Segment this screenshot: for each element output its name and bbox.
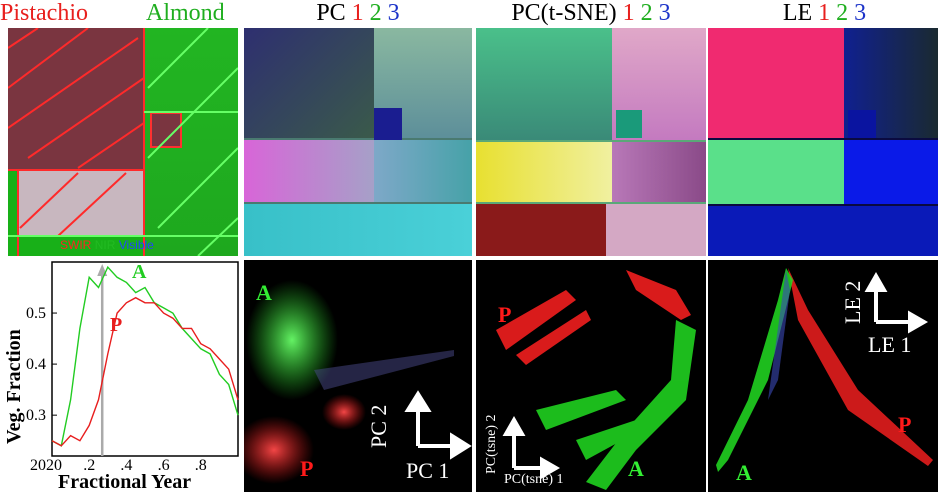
x-tick-label: 2020 (30, 457, 62, 474)
cluster-pistachio-tsne (496, 270, 691, 365)
le-label-almond: A (736, 460, 752, 485)
pc-block-3 (374, 108, 402, 140)
cluster-almond-le (716, 268, 793, 472)
scatter-pc: A P PC 1 PC 2 (244, 260, 472, 492)
tsne-label-pistachio: P (498, 302, 512, 327)
x-tick-label: .6 (158, 457, 170, 474)
legend-visible: Visible (118, 238, 154, 252)
x-tick-label: .8 (195, 457, 207, 474)
le-label-pistachio: P (898, 412, 912, 437)
x-tick-label: .2 (83, 457, 95, 474)
tsne-block-6 (476, 204, 606, 256)
y-tick-label: 0.4 (26, 356, 46, 373)
pc-block-6 (244, 204, 472, 256)
cluster-almond-tsne (536, 320, 696, 490)
header-pc-n3: 3 (387, 0, 400, 26)
series-label-pistachio: P (110, 314, 122, 336)
legend-nir: NIR (94, 238, 116, 252)
header-pc-n2: 2 (369, 0, 382, 26)
legend-swir: SWIR (60, 238, 92, 252)
le-block-3 (848, 110, 876, 138)
header-pc: PC 1 2 3 (244, 0, 472, 26)
header-rgb: Pistachio Almond (0, 0, 240, 26)
cluster-mixed-le (768, 270, 790, 400)
header-pc-label: PC (316, 0, 346, 26)
tsne-label-almond: A (628, 456, 644, 481)
time-series-chart: 2020.2.4.6.80.30.40.5 A P Veg. Fraction … (3, 261, 239, 493)
header-le: LE 1 2 3 (708, 0, 941, 26)
cluster-pistachio-pc (244, 416, 314, 484)
pc-axes-arrow (404, 390, 472, 460)
tsne-block-5 (612, 142, 706, 202)
tsne-axes-arrow (502, 415, 561, 480)
y-tick-label: 0.5 (26, 305, 46, 322)
header-pistachio: Pistachio (0, 0, 88, 26)
header-tsne: PC(t-SNE) 1 2 3 (476, 0, 706, 26)
le-x-axis-label: LE 1 (868, 332, 912, 357)
header-le-n3: 3 (854, 0, 867, 26)
tsne-block-7 (606, 204, 706, 256)
le-axes-arrow (864, 271, 929, 334)
x-axis-label: Fractional Year (58, 471, 191, 493)
scatter-le-points (716, 268, 933, 472)
scatter-le: A P LE 1 LE 2 (708, 260, 938, 492)
le-block-1 (708, 28, 844, 138)
cluster-mixed-pc (314, 350, 454, 390)
header-le-label: LE (782, 0, 813, 26)
pc-y-axis-label: PC 2 (366, 404, 391, 448)
series-line-pistachio (51, 296, 239, 447)
header-tsne-label: PC(t-SNE) (511, 0, 617, 26)
le-block-4 (708, 140, 844, 204)
field-pistachio-top (8, 28, 144, 170)
plot-frame (51, 261, 239, 457)
le-block-5 (844, 140, 938, 204)
pc-block-1 (244, 28, 374, 138)
image-rgb-composite: SWIR NIR Visible (8, 28, 238, 256)
pc-block-4 (244, 140, 374, 202)
y-tick-label: 0.3 (26, 407, 46, 424)
tsne-x-axis-label: PC(tsne) 1 (504, 472, 564, 487)
tsne-block-4 (476, 142, 612, 202)
scatter-tsne-points (496, 270, 696, 490)
header-le-n2: 2 (836, 0, 849, 26)
image-band-legend: SWIR NIR Visible (60, 238, 154, 252)
series-label-almond: A (132, 261, 147, 283)
y-axis-label: Veg. Fraction (3, 329, 25, 444)
image-pc-composite (244, 28, 472, 256)
header-tsne-n2: 2 (640, 0, 653, 26)
scatter-pc-points (244, 280, 472, 484)
tsne-y-axis-label: PC(tsne) 2 (484, 414, 499, 475)
tsne-block-3 (616, 110, 642, 138)
header-le-n1: 1 (818, 0, 831, 26)
header-tsne-n3: 3 (658, 0, 671, 26)
header-tsne-n1: 1 (622, 0, 635, 26)
header-almond: Almond (146, 0, 225, 26)
field-boundaries (8, 28, 238, 256)
field-pistachio-bright (18, 170, 144, 236)
pc-label-almond: A (256, 280, 272, 305)
scatter-tsne: P A PC(tsne) 1 PC(tsne) 2 (476, 260, 706, 492)
pc-label-pistachio: P (300, 456, 314, 481)
image-tsne-composite (476, 28, 706, 256)
image-le-composite (708, 28, 938, 256)
le-block-6 (708, 206, 938, 256)
series-line-almond (51, 265, 239, 447)
tsne-block-1 (476, 28, 612, 140)
le-y-axis-label: LE 2 (840, 280, 865, 324)
cluster-pistachio-pc-2 (322, 394, 366, 430)
pc-x-axis-label: PC 1 (406, 458, 450, 483)
pc-block-5 (374, 140, 472, 202)
header-pc-n1: 1 (351, 0, 364, 26)
x-tick-label: .4 (120, 457, 132, 474)
